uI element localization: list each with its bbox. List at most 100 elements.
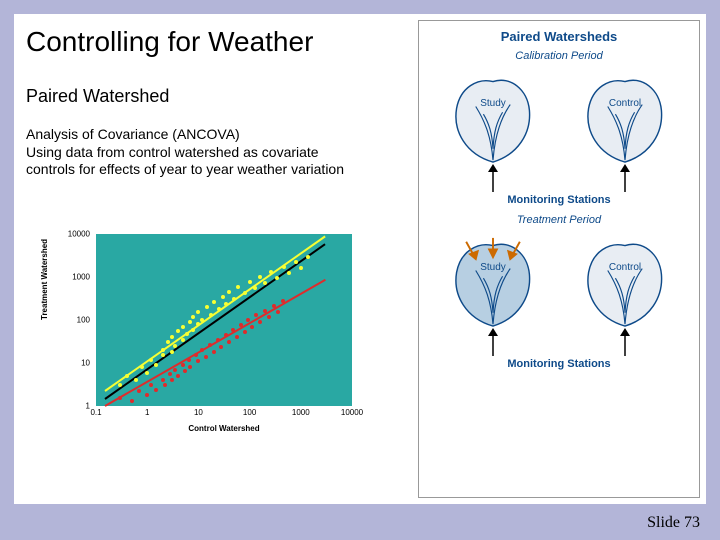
data-point bbox=[130, 399, 134, 403]
data-point bbox=[170, 350, 174, 354]
scatter-plot: Treatment Watershed 110100100010000 0.11… bbox=[62, 234, 362, 438]
data-point bbox=[176, 374, 180, 378]
data-point bbox=[204, 355, 208, 359]
regression-line bbox=[104, 244, 325, 401]
ytick: 10000 bbox=[68, 230, 90, 239]
data-point bbox=[154, 363, 158, 367]
data-point bbox=[188, 365, 192, 369]
diagram-title: Paired Watersheds bbox=[419, 29, 699, 44]
slide-subtitle: Paired Watershed bbox=[26, 86, 169, 107]
data-point bbox=[176, 329, 180, 333]
data-point bbox=[200, 318, 204, 322]
data-point bbox=[181, 363, 185, 367]
data-point bbox=[287, 271, 291, 275]
xtick: 0.1 bbox=[90, 408, 101, 417]
data-point bbox=[161, 348, 165, 352]
data-point bbox=[161, 353, 165, 357]
data-point bbox=[253, 286, 257, 290]
treatment-row: Study Control Monitoring Stations bbox=[419, 232, 699, 372]
data-point bbox=[183, 369, 187, 373]
data-point bbox=[134, 378, 138, 382]
data-point bbox=[154, 388, 158, 392]
regression-line bbox=[104, 235, 325, 391]
xtick: 10 bbox=[194, 408, 203, 417]
calibration-row: StudyControlMonitoring Stations bbox=[419, 68, 699, 208]
monitoring-stations-label: Monitoring Stations bbox=[507, 358, 610, 370]
diagram-bottom-subtitle: Treatment Period bbox=[419, 214, 699, 226]
data-point bbox=[263, 309, 267, 313]
data-point bbox=[168, 372, 172, 376]
data-point bbox=[140, 365, 144, 369]
arrow-icon bbox=[487, 328, 499, 356]
data-point bbox=[221, 295, 225, 299]
slide-content: Controlling for Weather Paired Watershed… bbox=[14, 14, 706, 504]
data-point bbox=[181, 338, 185, 342]
data-point bbox=[166, 340, 170, 344]
data-point bbox=[272, 304, 276, 308]
data-point bbox=[137, 389, 141, 393]
data-point bbox=[258, 320, 262, 324]
data-point bbox=[118, 396, 122, 400]
data-point bbox=[145, 393, 149, 397]
data-point bbox=[282, 265, 286, 269]
regression-line bbox=[105, 279, 326, 407]
arrow-icon bbox=[487, 164, 499, 192]
xtick: 10000 bbox=[341, 408, 363, 417]
data-point bbox=[269, 270, 273, 274]
data-point bbox=[212, 350, 216, 354]
data-point bbox=[196, 322, 200, 326]
data-point bbox=[161, 378, 165, 382]
study-label: Study bbox=[480, 262, 506, 273]
diagram-top-subtitle: Calibration Period bbox=[419, 50, 699, 62]
data-point bbox=[173, 344, 177, 348]
control-watershed bbox=[579, 72, 671, 164]
xtick: 1000 bbox=[292, 408, 310, 417]
scatter-yticks: 110100100010000 bbox=[62, 234, 92, 406]
data-point bbox=[248, 280, 252, 284]
data-point bbox=[200, 348, 204, 352]
data-point bbox=[275, 276, 279, 280]
data-point bbox=[125, 374, 129, 378]
data-point bbox=[243, 291, 247, 295]
ytick: 10 bbox=[81, 359, 90, 368]
ytick: 1000 bbox=[72, 273, 90, 282]
data-point bbox=[208, 343, 212, 347]
scatter-xticks: 0.1110100100010000 bbox=[96, 408, 352, 422]
data-point bbox=[306, 255, 310, 259]
data-point bbox=[185, 332, 189, 336]
data-point bbox=[191, 315, 195, 319]
data-point bbox=[149, 358, 153, 362]
control-watershed bbox=[579, 236, 671, 328]
data-point bbox=[243, 330, 247, 334]
data-point bbox=[187, 358, 191, 362]
data-point bbox=[231, 328, 235, 332]
data-point bbox=[181, 325, 185, 329]
data-point bbox=[294, 260, 298, 264]
data-point bbox=[281, 299, 285, 303]
data-point bbox=[209, 313, 213, 317]
data-point bbox=[227, 290, 231, 294]
data-point bbox=[263, 281, 267, 285]
data-point bbox=[246, 318, 250, 322]
ytick: 100 bbox=[77, 316, 90, 325]
data-point bbox=[267, 315, 271, 319]
data-point bbox=[170, 335, 174, 339]
study-watershed bbox=[447, 236, 539, 328]
data-point bbox=[227, 340, 231, 344]
data-point bbox=[217, 307, 221, 311]
data-point bbox=[196, 359, 200, 363]
control-label: Control bbox=[609, 262, 641, 273]
data-point bbox=[194, 353, 198, 357]
data-point bbox=[219, 345, 223, 349]
arrow-icon bbox=[619, 328, 631, 356]
data-point bbox=[258, 275, 262, 279]
data-point bbox=[188, 320, 192, 324]
study-watershed bbox=[447, 72, 539, 164]
scatter-ylabel: Treatment Watershed bbox=[40, 239, 49, 320]
data-point bbox=[173, 368, 177, 372]
slide-title: Controlling for Weather bbox=[26, 26, 313, 58]
body-text: Analysis of Covariance (ANCOVA)Using dat… bbox=[26, 126, 356, 179]
data-point bbox=[239, 323, 243, 327]
data-point bbox=[235, 335, 239, 339]
data-point bbox=[149, 383, 153, 387]
